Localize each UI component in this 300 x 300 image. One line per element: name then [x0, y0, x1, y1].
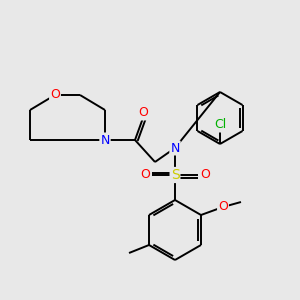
Text: O: O	[200, 169, 210, 182]
Text: N: N	[170, 142, 180, 154]
Text: Cl: Cl	[214, 118, 226, 131]
Text: O: O	[140, 169, 150, 182]
Text: N: N	[100, 134, 110, 146]
Text: O: O	[218, 200, 228, 214]
Text: O: O	[138, 106, 148, 119]
Text: S: S	[171, 168, 179, 182]
Text: O: O	[50, 88, 60, 101]
